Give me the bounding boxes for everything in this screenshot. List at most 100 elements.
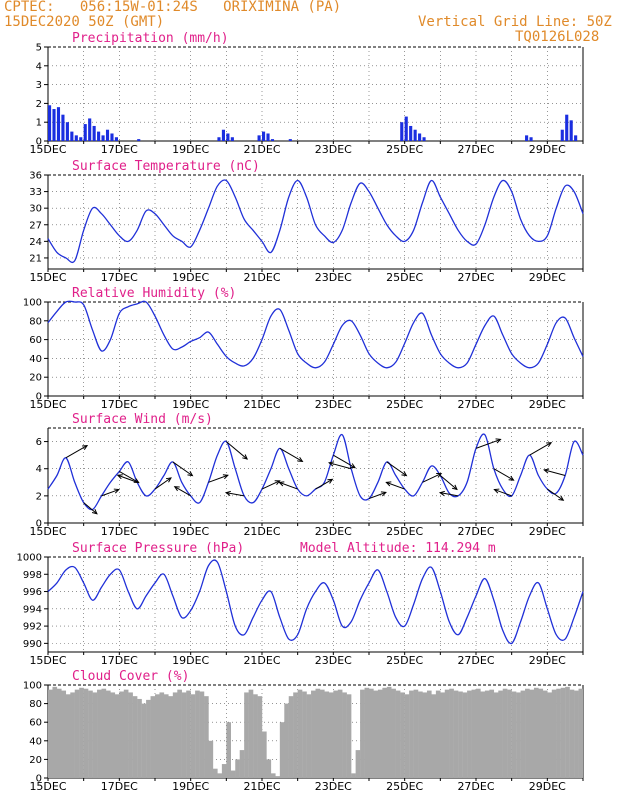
bar <box>230 770 236 778</box>
wind-arrowhead <box>173 486 180 492</box>
bar <box>88 690 93 778</box>
bar <box>346 694 352 778</box>
bar <box>297 689 303 778</box>
bar <box>195 690 200 778</box>
bar <box>79 137 83 141</box>
bar <box>333 690 338 778</box>
x-tick-label: 27DEC <box>457 143 494 156</box>
bar <box>288 139 292 141</box>
wind-vector <box>83 502 98 515</box>
y-tick-label: 21 <box>29 253 42 264</box>
bar <box>48 689 53 778</box>
x-tick-label: 17DEC <box>101 271 138 284</box>
bar <box>217 137 221 141</box>
wind-arrowhead <box>187 471 194 477</box>
x-tick-label: 29DEC <box>529 271 566 284</box>
bar <box>489 689 495 778</box>
x-tick-label: 15DEC <box>29 780 66 793</box>
bar <box>306 694 312 778</box>
y-tick-label: 24 <box>29 237 42 248</box>
x-tick-label: 25DEC <box>386 398 423 411</box>
wind-arrowhead <box>438 490 445 496</box>
bar <box>204 696 209 778</box>
x-tick-label: 23DEC <box>315 780 352 793</box>
y-tick-label: 1 <box>36 118 42 129</box>
y-tick-label: 100 <box>23 298 42 309</box>
wind-arrowhead <box>113 488 120 494</box>
y-tick-label: 33 <box>29 187 42 198</box>
bar <box>137 139 141 141</box>
x-tick-label: 23DEC <box>315 271 352 284</box>
bar <box>257 696 263 778</box>
bar <box>146 699 151 778</box>
x-tick-label: 17DEC <box>101 654 138 667</box>
wind-vector <box>261 480 280 490</box>
bar <box>208 740 214 778</box>
bar <box>150 696 156 778</box>
bar <box>351 773 356 778</box>
header-vertical-grid: Vertical Grid Line: 50Z <box>418 14 612 30</box>
y-tick-label: 6 <box>36 437 42 448</box>
bar <box>529 689 535 778</box>
bar <box>467 690 472 778</box>
x-tick-label: 15DEC <box>29 525 66 538</box>
bar <box>418 691 423 778</box>
bar <box>101 135 105 141</box>
bar <box>74 689 80 778</box>
bar <box>328 692 334 778</box>
wind-arrowhead <box>222 474 229 480</box>
bar <box>230 137 234 141</box>
x-tick-label: 21DEC <box>243 780 280 793</box>
bar <box>337 689 343 778</box>
bar <box>413 689 419 778</box>
y-tick-label: 4 <box>36 464 42 475</box>
bar <box>556 688 561 778</box>
wind-vector <box>279 447 303 462</box>
wind-vector <box>494 489 512 497</box>
y-tick-label: 5 <box>36 43 42 54</box>
bar <box>382 687 388 778</box>
x-tick-label: 19DEC <box>172 143 209 156</box>
panel-title: Cloud Cover (%) <box>72 669 189 684</box>
y-tick-label: 27 <box>29 220 42 231</box>
bar <box>525 135 529 141</box>
x-tick-label: 19DEC <box>172 271 209 284</box>
y-tick-label: 0 <box>36 392 42 403</box>
wind-vector <box>386 461 407 477</box>
bar <box>114 694 120 778</box>
bar <box>137 698 142 778</box>
y-tick-label: 100 <box>23 681 42 692</box>
wind-arrowhead <box>349 463 356 469</box>
y-tick-label: 994 <box>23 604 42 615</box>
bar <box>284 703 289 778</box>
x-tick-label: 19DEC <box>172 398 209 411</box>
y-tick-label: 80 <box>29 699 42 710</box>
wind-vector <box>315 478 333 490</box>
bar <box>221 129 225 141</box>
bar <box>315 688 321 778</box>
wind-arrowhead <box>493 488 500 494</box>
bar <box>377 689 383 778</box>
bar <box>141 703 147 778</box>
x-tick-label: 29DEC <box>529 780 566 793</box>
bar <box>65 122 69 141</box>
bar <box>400 122 404 141</box>
wind-arrowhead <box>401 471 408 477</box>
wind-vector <box>226 441 248 460</box>
x-tick-label: 19DEC <box>172 525 209 538</box>
wind-arrowhead <box>436 473 443 478</box>
y-tick-label: 40 <box>29 736 42 747</box>
bar <box>511 691 517 778</box>
bar <box>409 125 413 141</box>
bar <box>226 133 230 141</box>
x-tick-label: 17DEC <box>101 525 138 538</box>
bar <box>565 686 570 778</box>
bar <box>484 690 490 778</box>
bar <box>533 687 539 778</box>
bar <box>502 688 508 778</box>
y-tick-label: 20 <box>29 755 42 766</box>
header-date: 15DEC2020 50Z (GMT) <box>4 14 165 30</box>
bar <box>163 694 169 778</box>
bar <box>400 692 405 778</box>
